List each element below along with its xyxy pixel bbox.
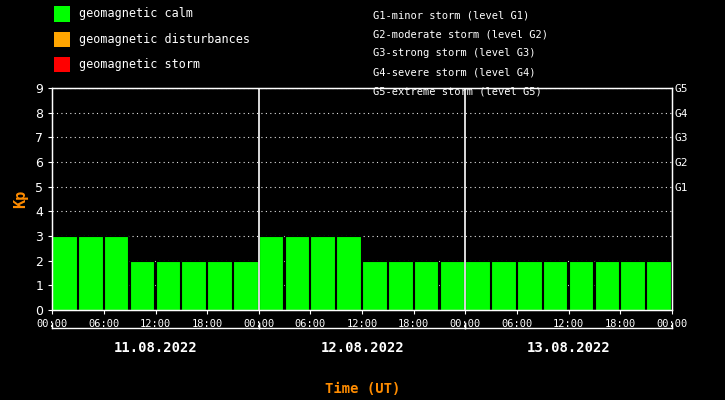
Text: Time (UT): Time (UT)	[325, 382, 400, 396]
Y-axis label: Kp: Kp	[13, 190, 28, 208]
Bar	[621, 261, 645, 310]
Text: G1-minor storm (level G1): G1-minor storm (level G1)	[373, 10, 530, 20]
Text: G2-moderate storm (level G2): G2-moderate storm (level G2)	[373, 29, 548, 39]
Bar	[259, 236, 283, 310]
Bar	[414, 261, 439, 310]
Text: geomagnetic disturbances: geomagnetic disturbances	[79, 33, 250, 46]
Bar	[543, 261, 568, 310]
Bar	[285, 236, 309, 310]
Text: G3-strong storm (level G3): G3-strong storm (level G3)	[373, 48, 536, 58]
Bar	[130, 261, 154, 310]
Text: 12.08.2022: 12.08.2022	[320, 341, 404, 355]
Bar	[388, 261, 413, 310]
Bar	[155, 261, 180, 310]
Bar	[336, 236, 361, 310]
Text: 13.08.2022: 13.08.2022	[527, 341, 610, 355]
Bar	[465, 261, 490, 310]
Text: 11.08.2022: 11.08.2022	[114, 341, 197, 355]
Bar	[52, 236, 77, 310]
Bar	[492, 261, 515, 310]
Bar	[104, 236, 128, 310]
Bar	[362, 261, 386, 310]
Bar	[310, 236, 335, 310]
Text: G5-extreme storm (level G5): G5-extreme storm (level G5)	[373, 87, 542, 97]
Bar	[439, 261, 464, 310]
Bar	[233, 261, 257, 310]
Bar	[517, 261, 542, 310]
Bar	[207, 261, 232, 310]
Text: G4-severe storm (level G4): G4-severe storm (level G4)	[373, 68, 536, 78]
Bar	[181, 261, 206, 310]
Bar	[568, 261, 593, 310]
Text: geomagnetic calm: geomagnetic calm	[79, 8, 193, 20]
Bar	[78, 236, 102, 310]
Bar	[646, 261, 671, 310]
Bar	[594, 261, 619, 310]
Text: geomagnetic storm: geomagnetic storm	[79, 58, 200, 71]
